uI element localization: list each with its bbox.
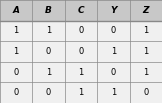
Bar: [0, 82, 32, 103]
Text: 0: 0: [46, 88, 51, 97]
Bar: [65, 82, 97, 103]
Text: 0: 0: [111, 26, 116, 35]
Text: 1: 1: [111, 88, 116, 97]
Text: 1: 1: [14, 47, 19, 56]
Bar: [32, 62, 65, 82]
Text: A: A: [13, 6, 20, 15]
Text: 0: 0: [78, 47, 84, 56]
Bar: [0, 62, 32, 82]
Text: 0: 0: [46, 47, 51, 56]
Text: C: C: [78, 6, 84, 15]
Text: 1: 1: [78, 88, 84, 97]
Bar: [32, 41, 65, 62]
Bar: [130, 0, 162, 21]
Text: 1: 1: [143, 26, 148, 35]
Bar: [65, 41, 97, 62]
Text: 1: 1: [46, 68, 51, 77]
Bar: [32, 0, 65, 21]
Bar: [65, 62, 97, 82]
Bar: [130, 21, 162, 41]
Bar: [32, 21, 65, 41]
Bar: [97, 41, 130, 62]
Bar: [130, 82, 162, 103]
Bar: [65, 21, 97, 41]
Text: 0: 0: [14, 68, 19, 77]
Bar: [65, 0, 97, 21]
Bar: [0, 41, 32, 62]
Text: 1: 1: [78, 68, 84, 77]
Text: 1: 1: [143, 47, 148, 56]
Text: 0: 0: [143, 88, 148, 97]
Text: 0: 0: [111, 68, 116, 77]
Bar: [97, 21, 130, 41]
Text: B: B: [45, 6, 52, 15]
Bar: [32, 82, 65, 103]
Bar: [0, 0, 32, 21]
Bar: [0, 21, 32, 41]
Bar: [97, 82, 130, 103]
Text: 1: 1: [14, 26, 19, 35]
Bar: [130, 62, 162, 82]
Text: 0: 0: [78, 26, 84, 35]
Bar: [97, 0, 130, 21]
Text: Y: Y: [110, 6, 117, 15]
Bar: [130, 41, 162, 62]
Text: 1: 1: [111, 47, 116, 56]
Bar: [97, 62, 130, 82]
Text: 1: 1: [143, 68, 148, 77]
Text: 1: 1: [46, 26, 51, 35]
Text: Z: Z: [143, 6, 149, 15]
Text: 0: 0: [14, 88, 19, 97]
